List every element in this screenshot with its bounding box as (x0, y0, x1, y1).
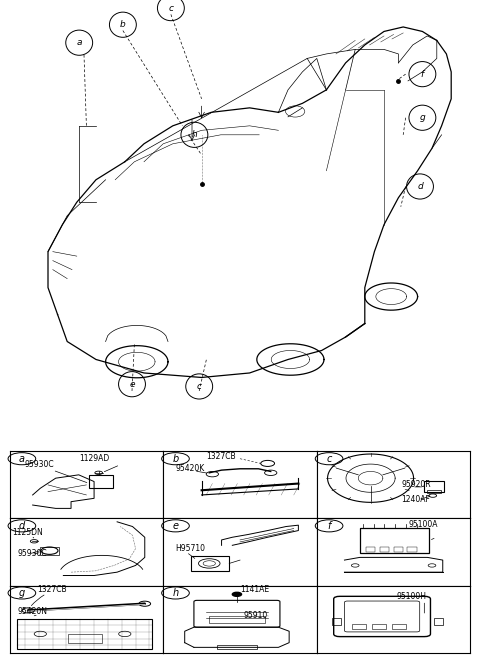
Bar (408, 546, 417, 552)
Bar (424, 481, 444, 491)
Bar (191, 556, 229, 571)
Text: b: b (172, 454, 179, 464)
Bar (17, 619, 153, 649)
Text: b: b (120, 20, 126, 30)
Bar (427, 490, 441, 493)
Text: 95920R: 95920R (401, 480, 431, 489)
Text: 1141AE: 1141AE (240, 585, 269, 594)
Text: 1129AD: 1129AD (79, 455, 109, 463)
Bar (40, 546, 59, 555)
Text: f: f (421, 70, 424, 79)
Text: f: f (327, 521, 331, 531)
Text: 95420N: 95420N (17, 607, 47, 617)
Bar (433, 618, 443, 625)
Text: g: g (19, 588, 25, 598)
Text: H95710: H95710 (176, 544, 205, 553)
Text: d: d (417, 182, 423, 191)
Text: a: a (76, 38, 82, 47)
Text: c: c (197, 382, 202, 391)
Text: 95420K: 95420K (176, 464, 205, 474)
Text: a: a (19, 454, 25, 464)
Bar (380, 546, 389, 552)
Bar (366, 546, 375, 552)
Text: 1327CB: 1327CB (37, 585, 67, 594)
Text: 95100H: 95100H (396, 592, 427, 601)
Bar (360, 528, 429, 554)
Text: h: h (192, 131, 197, 139)
Bar (372, 624, 386, 628)
Text: h: h (172, 588, 179, 598)
Bar (392, 624, 406, 628)
Bar (89, 475, 112, 488)
Text: g: g (420, 113, 425, 122)
Bar (68, 634, 102, 644)
Text: e: e (129, 380, 135, 389)
Text: 95910: 95910 (243, 611, 267, 620)
Text: 95930C: 95930C (17, 549, 47, 558)
Text: 95930C: 95930C (25, 461, 55, 470)
Text: 95100A: 95100A (409, 520, 438, 529)
Text: c: c (168, 3, 173, 12)
Bar (394, 546, 403, 552)
Bar (209, 617, 264, 623)
Bar (217, 645, 257, 649)
Text: 1125DN: 1125DN (12, 527, 43, 537)
Bar (352, 624, 366, 628)
Text: e: e (172, 521, 179, 531)
Text: d: d (19, 521, 25, 531)
Text: 1327CB: 1327CB (206, 453, 236, 461)
Circle shape (232, 592, 241, 596)
Bar (332, 618, 341, 625)
Text: c: c (326, 454, 332, 464)
Text: 1240AF: 1240AF (401, 495, 430, 504)
